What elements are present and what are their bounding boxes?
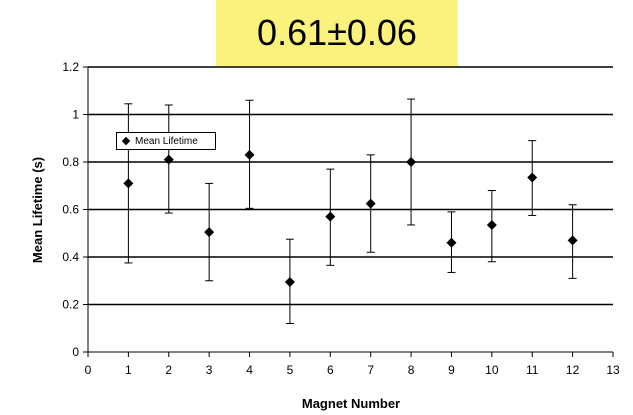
data-point xyxy=(527,172,538,183)
grid-lines xyxy=(88,66,613,306)
y-tick-label: 0 xyxy=(72,345,79,359)
legend-label: Mean Lifetime xyxy=(135,135,198,147)
x-tick-label: 4 xyxy=(246,363,253,377)
data-point xyxy=(446,237,457,248)
data-point xyxy=(325,211,336,222)
x-tick-label: 8 xyxy=(408,363,415,377)
chart-title: 0.61±0.06 xyxy=(257,12,417,53)
y-tick-label: 0.4 xyxy=(62,250,79,264)
x-axis-title: Magnet Number xyxy=(302,396,400,411)
data-point xyxy=(365,198,376,209)
y-tick-label: 0.6 xyxy=(62,203,79,217)
legend-marker-icon xyxy=(121,136,131,146)
x-tick-label: 12 xyxy=(566,363,580,377)
x-tick-label: 6 xyxy=(327,363,334,377)
x-tick-label: 13 xyxy=(606,363,620,377)
y-tick-label: 0.8 xyxy=(62,155,79,169)
data-points xyxy=(123,149,578,287)
data-point xyxy=(406,157,417,167)
legend: Mean Lifetime xyxy=(116,132,216,150)
x-tick-label: 0 xyxy=(85,363,92,377)
data-point xyxy=(486,219,497,230)
x-tick-label: 11 xyxy=(526,363,539,377)
x-tick-label: 10 xyxy=(485,363,499,377)
x-tick-label: 9 xyxy=(448,363,455,377)
y-axis-ticks: 0 0.2 0.4 0.6 0.8 1 1.2 xyxy=(62,60,88,359)
data-point xyxy=(284,276,295,287)
chart-title-box: 0.61±0.06 xyxy=(216,0,458,66)
x-tick-label: 1 xyxy=(125,363,132,377)
y-tick-label: 0.2 xyxy=(62,298,79,312)
x-tick-label: 5 xyxy=(287,363,294,377)
x-tick-label: 2 xyxy=(165,363,172,377)
data-point xyxy=(163,154,174,165)
x-tick-label: 7 xyxy=(367,363,374,377)
data-point xyxy=(244,149,255,160)
y-tick-label: 1 xyxy=(72,108,79,122)
data-point xyxy=(123,178,134,189)
data-point xyxy=(204,227,215,238)
x-axis-ticks: 0 1 2 3 4 5 6 7 8 9 10 11 12 13 xyxy=(85,352,620,377)
data-point xyxy=(567,235,578,246)
x-tick-label: 3 xyxy=(206,363,213,377)
y-axis-title: Mean Lifetime (s) xyxy=(30,157,45,263)
y-tick-label: 1.2 xyxy=(62,60,79,74)
